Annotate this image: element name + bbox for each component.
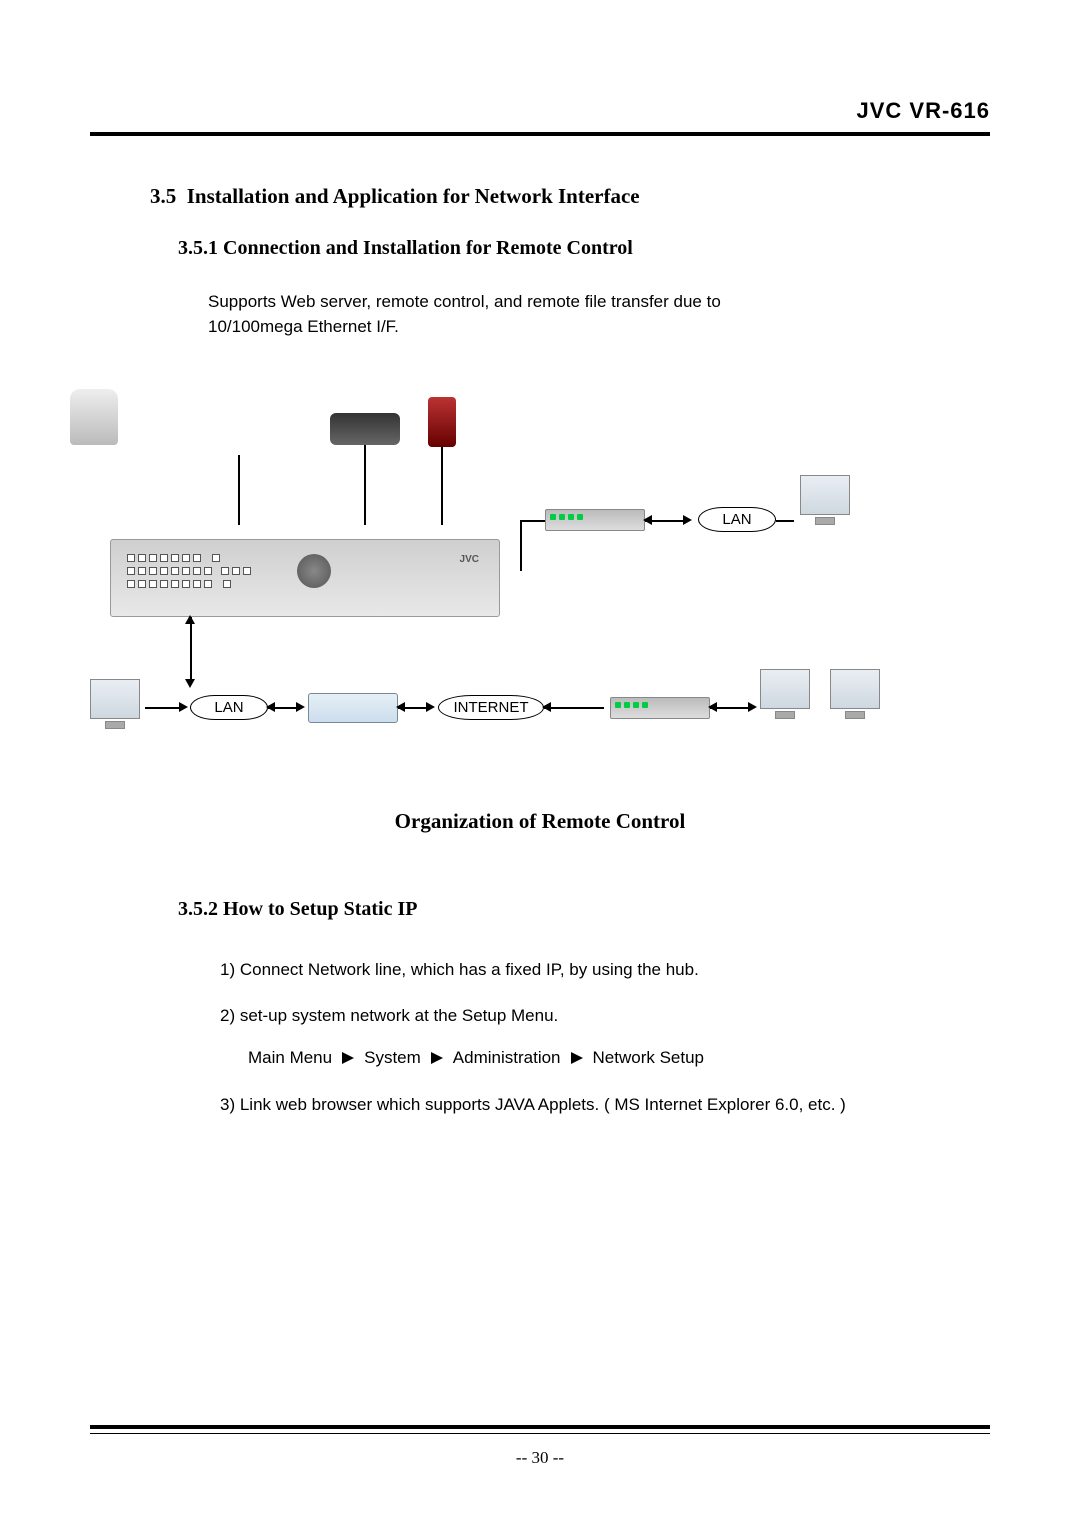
dvr-button-grid	[127, 554, 251, 590]
hub-device	[545, 509, 645, 531]
dvr-device: JVC	[110, 539, 500, 617]
arrow-right-icon	[571, 1052, 583, 1064]
intro-line2: 10/100mega Ethernet I/F.	[208, 317, 399, 336]
section-title: Installation and Application for Network…	[187, 184, 640, 208]
arrowhead-icon	[296, 702, 305, 712]
arrowhead-icon	[396, 702, 405, 712]
subsection-title: Connection and Installation for Remote C…	[223, 237, 633, 259]
subsection-number: 3.5.1	[178, 237, 218, 259]
menu-navigation-path: Main Menu System Administration Network …	[248, 1048, 990, 1068]
menu-item: Administration	[453, 1048, 561, 1068]
header-rule	[90, 132, 990, 136]
arrow-right-icon	[431, 1052, 443, 1064]
hub-device	[610, 697, 710, 719]
arrowhead-icon	[185, 615, 195, 624]
intro-line1: Supports Web server, remote control, and…	[208, 292, 721, 311]
arrowhead-icon	[179, 702, 188, 712]
step-3: 3) Link web browser which supports JAVA …	[220, 1092, 990, 1118]
step-1: 1) Connect Network line, which has a fix…	[220, 957, 990, 983]
subsection-number: 3.5.2	[178, 898, 218, 920]
connector-line	[441, 447, 443, 525]
section-3-5-2-heading: 3.5.2 How to Setup Static IP	[178, 898, 990, 921]
monitor-icon	[90, 679, 140, 731]
arrowhead-icon	[643, 515, 652, 525]
section-3-5-1-heading: 3.5.1 Connection and Installation for Re…	[178, 237, 990, 260]
arrowhead-icon	[748, 702, 757, 712]
camera-icon	[330, 413, 400, 445]
router-device	[308, 693, 398, 723]
network-diagram: JVC LAN LAN	[70, 389, 900, 759]
lan-label-2: LAN	[190, 695, 268, 720]
lan-label: LAN	[698, 507, 776, 532]
connector-line	[520, 520, 545, 522]
section-3-5-heading: 3.5 Installation and Application for Net…	[150, 184, 990, 209]
camera-icon	[70, 389, 118, 445]
intro-text: Supports Web server, remote control, and…	[208, 290, 990, 339]
monitor-icon	[800, 475, 850, 527]
footer: -- 30 --	[90, 1425, 990, 1468]
step-2: 2) set-up system network at the Setup Me…	[220, 1003, 990, 1029]
camera-icon	[428, 397, 456, 447]
footer-rule	[90, 1433, 990, 1434]
arrowhead-icon	[426, 702, 435, 712]
connector-line	[776, 520, 794, 522]
menu-item: System	[364, 1048, 421, 1068]
connector-line	[544, 707, 604, 709]
section-number: 3.5	[150, 184, 176, 208]
page-number: -- 30 --	[90, 1448, 990, 1468]
dvr-brand-label: JVC	[460, 554, 479, 565]
monitor-icon	[760, 669, 810, 721]
arrowhead-icon	[266, 702, 275, 712]
connector-line	[520, 521, 522, 571]
header-model: JVC VR-616	[90, 98, 990, 132]
monitor-icon	[830, 669, 880, 721]
connector-line	[145, 707, 181, 709]
arrowhead-icon	[683, 515, 692, 525]
footer-rule	[90, 1425, 990, 1429]
hub-lights-icon	[615, 702, 648, 708]
jog-dial-icon	[297, 554, 331, 588]
hub-lights-icon	[550, 514, 583, 520]
subsection-title: How to Setup Static IP	[223, 898, 417, 920]
arrowhead-icon	[542, 702, 551, 712]
menu-item: Network Setup	[593, 1048, 705, 1068]
menu-item: Main Menu	[248, 1048, 332, 1068]
arrowhead-icon	[708, 702, 717, 712]
arrow-right-icon	[342, 1052, 354, 1064]
internet-label: INTERNET	[438, 695, 544, 720]
page: JVC VR-616 3.5 Installation and Applicat…	[0, 0, 1080, 1528]
connector-line	[238, 455, 240, 525]
connector-line	[364, 445, 366, 525]
arrowhead-icon	[185, 679, 195, 688]
diagram-caption: Organization of Remote Control	[90, 809, 990, 834]
connector-line	[190, 617, 192, 681]
